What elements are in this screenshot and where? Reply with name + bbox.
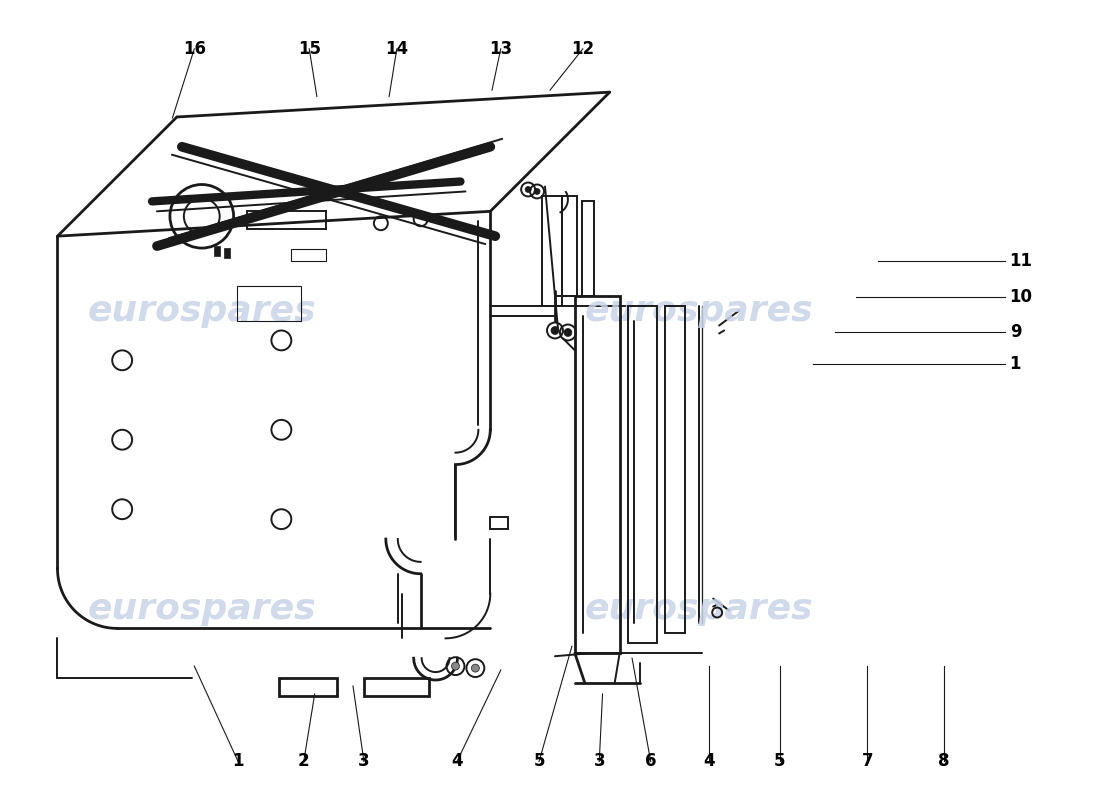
- Bar: [666, 306, 685, 634]
- Bar: [562, 197, 576, 296]
- Circle shape: [535, 189, 540, 194]
- Bar: [575, 296, 619, 654]
- Bar: [491, 517, 508, 529]
- Text: 5: 5: [774, 753, 785, 770]
- Bar: [542, 197, 562, 306]
- Bar: [223, 248, 230, 258]
- Circle shape: [525, 186, 531, 193]
- Bar: [236, 286, 301, 321]
- Text: 6: 6: [645, 753, 657, 770]
- Text: 10: 10: [1010, 288, 1033, 306]
- Text: 12: 12: [571, 40, 594, 58]
- Text: 2: 2: [298, 753, 309, 770]
- Text: 1: 1: [232, 753, 244, 770]
- Bar: [246, 211, 326, 229]
- Bar: [582, 202, 594, 296]
- Bar: [279, 678, 337, 696]
- Text: 9: 9: [1010, 323, 1021, 342]
- Bar: [213, 246, 220, 256]
- Text: eurospares: eurospares: [88, 591, 316, 626]
- Text: 7: 7: [861, 753, 873, 770]
- Text: 1: 1: [1010, 355, 1021, 374]
- Text: 16: 16: [183, 40, 206, 58]
- Bar: [628, 306, 658, 643]
- Text: 15: 15: [298, 40, 321, 58]
- Text: 14: 14: [385, 40, 408, 58]
- Text: eurospares: eurospares: [585, 591, 814, 626]
- Text: 3: 3: [359, 753, 370, 770]
- Text: 4: 4: [703, 753, 715, 770]
- Text: 5: 5: [534, 753, 544, 770]
- Bar: [364, 678, 429, 696]
- Text: 13: 13: [490, 40, 513, 58]
- Circle shape: [551, 326, 559, 334]
- Text: eurospares: eurospares: [88, 294, 316, 328]
- Circle shape: [451, 662, 460, 670]
- Circle shape: [472, 664, 480, 672]
- Text: 4: 4: [451, 753, 463, 770]
- Circle shape: [564, 329, 572, 337]
- Text: 3: 3: [593, 753, 605, 770]
- Text: eurospares: eurospares: [585, 294, 814, 328]
- Bar: [292, 249, 326, 261]
- Text: 8: 8: [938, 753, 949, 770]
- Text: 11: 11: [1010, 252, 1033, 270]
